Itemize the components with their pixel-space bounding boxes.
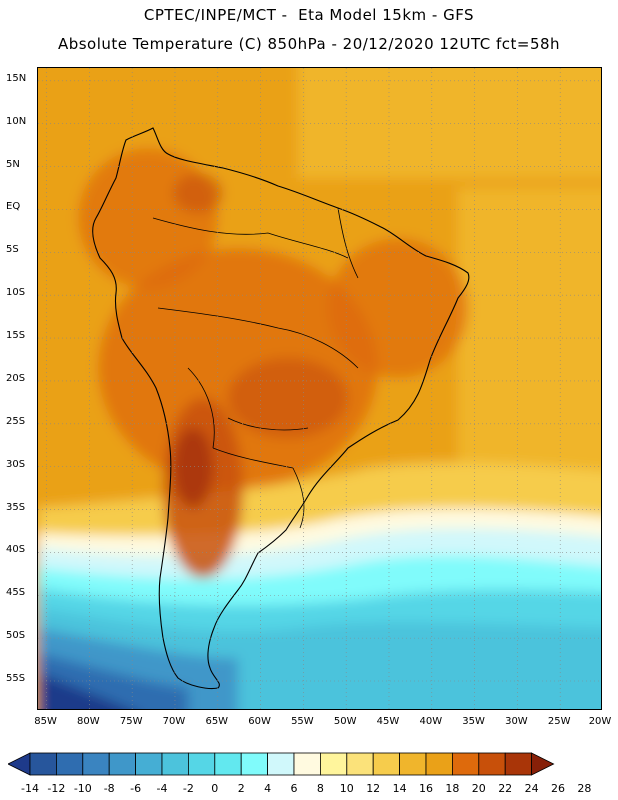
colorbar-label: 18: [445, 782, 460, 795]
colorbar-label: -10: [73, 782, 92, 795]
colorbar-label: 22: [498, 782, 513, 795]
colorbar-cell: [108, 752, 136, 776]
colorbar-cell: [293, 752, 321, 776]
colorbar-label: -4: [156, 782, 168, 795]
lat-label: 5N: [6, 158, 20, 170]
map-panel: [37, 67, 602, 710]
temperature-field-warm-northeast: [328, 238, 468, 378]
lat-label: 10S: [6, 287, 26, 299]
colorbar-cell: [56, 752, 84, 776]
lat-label: 10N: [6, 115, 27, 127]
colorbar-cell: [187, 752, 216, 776]
colorbar-label: -2: [182, 782, 194, 795]
lat-label: 15N: [6, 72, 27, 84]
colorbar-cell: [425, 752, 453, 776]
lon-label: 75W: [119, 716, 143, 727]
colorbar-label: -14: [21, 782, 39, 795]
temperature-field-warm-northwest: [78, 148, 218, 288]
lat-label: 25S: [6, 415, 26, 427]
lat-label: 55S: [6, 672, 26, 684]
colorbar-label: 6: [290, 782, 298, 795]
colorbar-label: 26: [551, 782, 565, 795]
coastline-south-america: [92, 127, 470, 690]
temperature-field-north-ocean: [298, 68, 601, 178]
lon-label: 30W: [505, 716, 528, 727]
lon-label: 35W: [462, 716, 485, 727]
colorbar-label: 10: [339, 782, 354, 795]
temperature-field-band-m14: [38, 673, 129, 709]
lat-label: 40S: [6, 544, 26, 556]
colorbar-cell: [82, 752, 110, 776]
lon-label: 20W: [588, 716, 612, 727]
title-line-1: CPTEC/INPE/MCT - Eta Model 15km - GFS: [143, 6, 475, 24]
lat-label: 20S: [6, 372, 26, 384]
colorbar-label: -8: [103, 782, 115, 795]
colorbar-label: 16: [419, 782, 433, 795]
lat-label: 5S: [6, 244, 19, 256]
colorbar-label: 14: [392, 782, 407, 795]
colorbar-label: 8: [316, 782, 324, 795]
temperature-field-hot-north: [173, 173, 223, 213]
colorbar-label: 28: [577, 782, 592, 795]
colorbar-cell: [504, 752, 533, 776]
colorbar-label: 0: [211, 782, 219, 795]
lon-label: 55W: [291, 716, 314, 727]
colorbar-max-arrow: [531, 752, 555, 776]
colorbar-cell: [319, 752, 348, 776]
colorbar-label: -6: [130, 782, 142, 795]
colorbar-label: 4: [264, 782, 272, 795]
lon-label: 65W: [205, 716, 229, 727]
lat-label: 35S: [6, 501, 26, 513]
lat-label: 15S: [6, 330, 26, 342]
colorbar-cell: [161, 752, 189, 776]
lon-label: 85W: [34, 716, 57, 727]
lon-label: 80W: [77, 716, 100, 727]
colorbar-label: 2: [237, 782, 245, 795]
colorbar-cell: [451, 752, 480, 776]
colorbar-cell: [399, 752, 427, 776]
colorbar-cell: [135, 752, 163, 776]
colorbar-label: 20: [471, 782, 486, 795]
temperature-field-hottest: [173, 428, 213, 508]
colorbar-cell: [240, 752, 268, 776]
colorbar: [8, 752, 555, 776]
colorbar-min-arrow: [8, 752, 31, 776]
lon-label: 70W: [162, 716, 186, 727]
temperature-field-hot-center: [228, 358, 348, 438]
lon-label: 40W: [419, 716, 443, 727]
colorbar-cell: [346, 752, 374, 776]
lat-label: 50S: [6, 630, 26, 642]
lon-label: 60W: [248, 716, 271, 727]
lon-label: 25W: [547, 716, 571, 727]
colorbar-cell: [29, 752, 57, 776]
colorbar-label: -12: [47, 782, 66, 795]
colorbar-cell: [267, 752, 295, 776]
lat-label: 30S: [6, 458, 26, 470]
lon-label: 50W: [333, 716, 357, 727]
colorbar-cell: [478, 752, 506, 776]
colorbar-cell: [214, 752, 242, 776]
lat-label: EQ: [6, 201, 21, 213]
colorbar-cell: [372, 752, 401, 776]
colorbar-label: 24: [524, 782, 539, 795]
title-line-2: Absolute Temperature (C) 850hPa - 20/12/…: [57, 35, 561, 53]
colorbar-label: 12: [366, 782, 381, 795]
lon-label: 45W: [376, 716, 400, 727]
lat-label: 45S: [6, 587, 26, 599]
